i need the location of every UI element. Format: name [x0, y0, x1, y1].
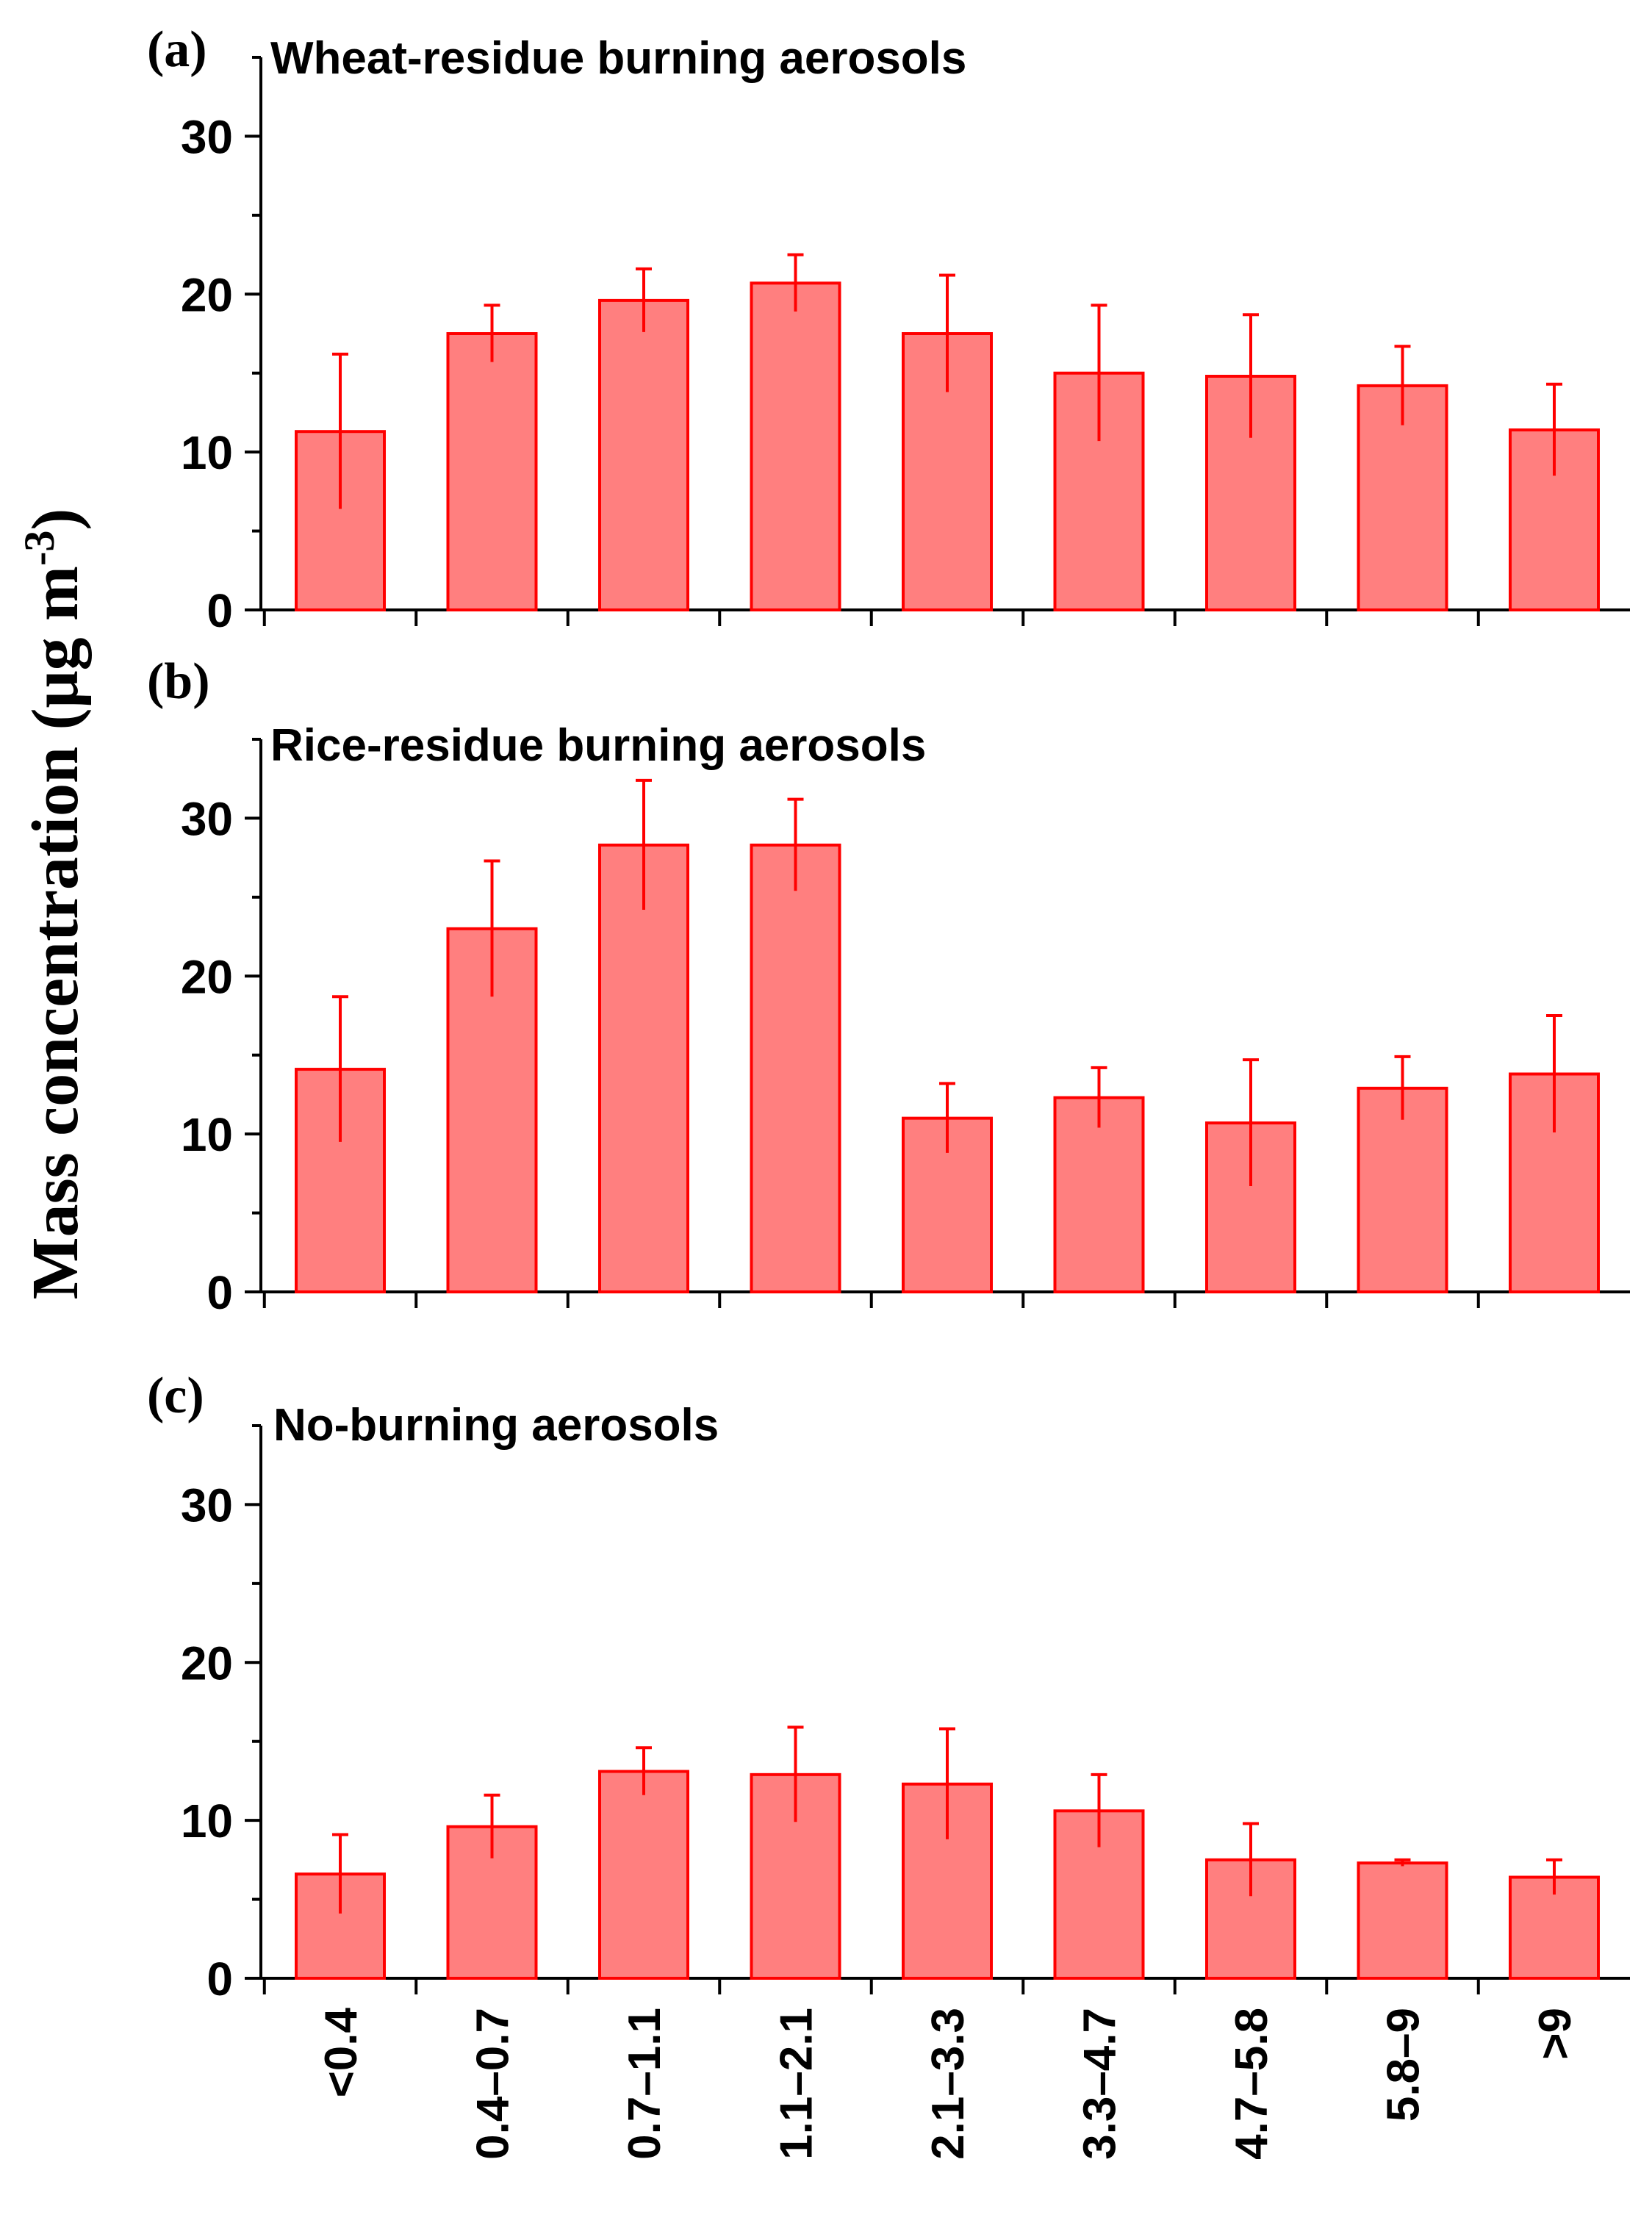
x-tick-label-0: <0.4 — [316, 2007, 367, 2097]
bar-c-2 — [598, 1770, 689, 1980]
y-tick-label-b: 0 — [206, 1266, 233, 1319]
panel-b: (b) Rice-residue burning aerosols 0 10 20 3… — [147, 653, 1630, 1319]
y-tick-label-b: 20 — [181, 950, 233, 1003]
y-tick-label-c: 30 — [181, 1479, 233, 1531]
y-tick-label-b: 10 — [181, 1108, 233, 1161]
y-tick-label-a: 10 — [181, 426, 233, 479]
y-tick-label-b: 30 — [181, 792, 233, 845]
x-tick-label-3: 1.1–2.1 — [772, 2008, 822, 2160]
y-axis-label: Mass concentration (μg m-3) — [15, 509, 92, 1300]
panel-label-c: (c) — [147, 1368, 204, 1424]
panel-c: (c) No-burning aerosols 0 10 20 30 <0.4 0.4–0… — [147, 1368, 1630, 2160]
y-axis-label-superscript: -3 — [15, 531, 63, 566]
x-tick-label-6: 4.7–5.8 — [1227, 2008, 1277, 2160]
panel-title-a: Wheat-residue burning aerosols — [270, 33, 966, 84]
y-tick-label-c: 20 — [181, 1637, 233, 1689]
bar-a-3 — [750, 281, 841, 611]
panel-title-c: No-burning aerosols — [273, 1400, 719, 1451]
y-tick-label-a: 0 — [206, 584, 233, 637]
bar-b-2 — [598, 843, 689, 1294]
bar-a-8 — [1509, 428, 1600, 612]
y-tick-label-c: 10 — [181, 1795, 233, 1847]
x-tick-label-7: 5.8–9 — [1379, 2008, 1429, 2122]
y-tick-label-a: 20 — [181, 268, 233, 321]
bar-b-7 — [1357, 1086, 1448, 1293]
x-tick-label-4: 2.1–3.3 — [923, 2008, 974, 2160]
y-tick-label-c: 0 — [206, 1953, 233, 2005]
panel-label-b: (b) — [147, 653, 210, 710]
panel-a: (a) Wheat-residue burning aerosols 0 10 20… — [147, 21, 1630, 637]
bar-a-2 — [598, 298, 689, 611]
x-tick-label-8: >9 — [1530, 2008, 1581, 2060]
x-tick-label-2: 0.7–1.1 — [620, 2008, 670, 2160]
panel-title-b: Rice-residue burning aerosols — [270, 720, 926, 771]
x-tick-label-5: 3.3–4.7 — [1075, 2008, 1126, 2160]
bar-b-3 — [750, 843, 841, 1294]
bar-b-4 — [902, 1116, 993, 1293]
y-tick-label-a: 30 — [181, 110, 233, 163]
panel-label-a: (a) — [147, 21, 207, 78]
bar-c-7 — [1357, 1861, 1448, 1980]
x-tick-label-1: 0.4–0.7 — [468, 2008, 519, 2160]
bar-a-1 — [446, 332, 538, 611]
